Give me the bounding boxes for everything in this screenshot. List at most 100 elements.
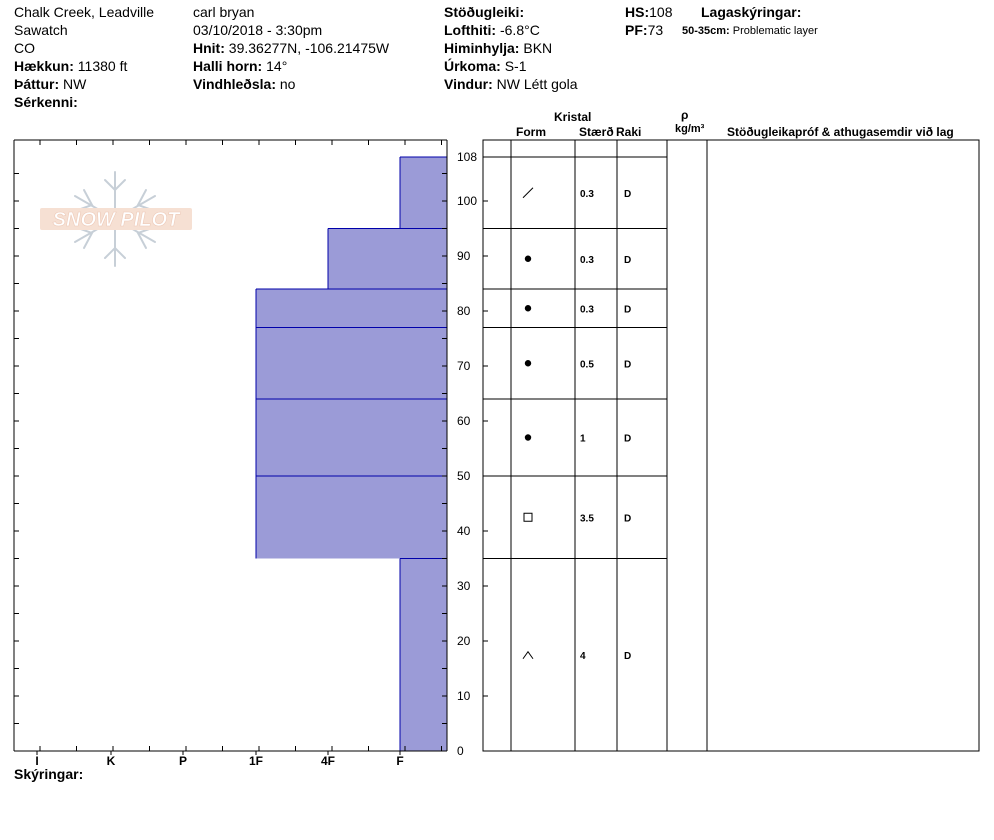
y-tick-label: 20	[457, 634, 471, 648]
y-tick-label: 40	[457, 524, 471, 538]
layer-note-range: 50-35cm:	[682, 25, 730, 37]
grain-size-label: 0.3	[580, 255, 594, 266]
windload-row: Vindhleðsla: no	[193, 75, 295, 93]
form-header: Form	[516, 125, 546, 139]
sky-value: BKN	[523, 40, 553, 56]
pf-value: 73	[647, 22, 664, 38]
grain-moisture-label: D	[624, 513, 631, 524]
elevation-row: Hækkun: 11380 ft	[14, 57, 127, 75]
grain-size-label: 0.3	[580, 189, 594, 200]
stability-row: Stöðugleiki:	[444, 3, 524, 21]
grain-size-label: 3.5	[580, 513, 594, 524]
kristal-header: Kristal	[554, 110, 592, 124]
wind-label: Vindur:	[444, 76, 493, 92]
grain-form-dot	[524, 255, 532, 262]
windload-value: no	[279, 76, 296, 92]
y-tick-label: 90	[457, 249, 471, 263]
grain-form-square	[523, 512, 533, 522]
grain-form-dot	[524, 305, 532, 312]
hardness-label: I	[35, 754, 38, 768]
aspect-row: Þáttur: NW	[14, 75, 86, 93]
size-header: Stærð	[579, 125, 614, 139]
y-tick-label: 100	[457, 194, 477, 208]
coords-row: Hnit: 39.36277N, -106.21475W	[193, 39, 389, 57]
layer-note: 50-35cm: Problematic layer	[682, 22, 818, 40]
airtemp-label: Lofthiti:	[444, 22, 497, 38]
aspect-label: Þáttur:	[14, 76, 60, 92]
hardness-bar	[328, 228, 447, 289]
comments-header: Stöðugleikapróf & athugasemdir við lag	[727, 125, 954, 139]
features-row: Sérkenni:	[14, 93, 78, 111]
snowpilot-logo: SNOW PILOT	[40, 171, 192, 267]
notes-label: Skýringar:	[14, 766, 84, 782]
hardness-label: 1F	[249, 754, 263, 768]
grain-form-slash	[522, 187, 534, 199]
hardness-label: K	[107, 754, 116, 768]
elevation-label: Hækkun:	[14, 58, 74, 74]
grain-size-label: 0.5	[580, 359, 594, 370]
mountain-range: Sawatch	[14, 22, 68, 38]
hardness-bar	[256, 289, 447, 328]
notes-row: Skýringar:	[14, 765, 83, 783]
coords-label: Hnit:	[193, 40, 225, 56]
grain-moisture-label: D	[624, 651, 631, 662]
grain-moisture-label: D	[624, 434, 631, 445]
y-tick-label: 0	[457, 744, 464, 758]
features-label: Sérkenni:	[14, 94, 78, 110]
layer-note-text: Problematic layer	[732, 25, 818, 37]
airtemp-value: -6.8°C	[499, 22, 540, 38]
hardness-bar	[256, 399, 447, 476]
hs-value: 108	[649, 4, 673, 20]
layer-notes-label-text: Lagaskýringar:	[701, 4, 802, 20]
sky-label: Himinhylja:	[444, 40, 520, 56]
y-tick-label: 108	[457, 150, 477, 164]
y-tick-label: 50	[457, 469, 471, 483]
observer: carl bryan	[193, 4, 255, 20]
grain-table-frame	[482, 139, 980, 752]
pf-row: PF:73	[625, 21, 663, 39]
coords-value: 39.36277N, -106.21475W	[228, 40, 390, 56]
logo-text: SNOW PILOT	[53, 209, 181, 231]
grain-moisture-label: D	[624, 304, 631, 315]
windload-label: Vindhleðsla:	[193, 76, 276, 92]
rho-header: ρ	[681, 108, 689, 122]
moisture-header: Raki	[616, 125, 642, 139]
hs-row: HS:108	[625, 3, 672, 21]
grain-size-label: 4	[580, 651, 586, 662]
hardness-bar	[400, 558, 447, 751]
grain-moisture-label: D	[624, 189, 631, 200]
location-name: Chalk Creek, Leadville	[14, 4, 155, 20]
wind-row: Vindur: NW Létt gola	[444, 75, 578, 93]
hardness-label: 4F	[321, 754, 335, 768]
grain-form-caret	[522, 650, 534, 660]
pf-label: PF:	[625, 22, 648, 38]
layer-notes-label: Lagaskýringar:	[701, 3, 801, 21]
airtemp-row: Lofthiti: -6.8°C	[444, 21, 540, 39]
slope-value: 14°	[266, 58, 288, 74]
density-unit-header: kg/m³	[675, 123, 705, 135]
y-tick-label: 30	[457, 579, 471, 593]
grain-size-label: 1	[580, 434, 586, 445]
aspect-value: NW	[63, 76, 87, 92]
hardness-label: F	[396, 754, 403, 768]
precip-label: Úrkoma:	[444, 58, 501, 74]
elevation-value: 11380 ft	[77, 58, 128, 74]
datetime: 03/10/2018 - 3:30pm	[193, 22, 323, 38]
hardness-bar	[256, 476, 447, 559]
grain-size-label: 0.3	[580, 304, 594, 315]
y-tick-label: 60	[457, 414, 471, 428]
hardness-bar	[256, 327, 447, 399]
y-tick-label: 10	[457, 689, 471, 703]
precip-row: Úrkoma: S-1	[444, 57, 526, 75]
y-tick-label: 80	[457, 304, 471, 318]
stability-label: Stöðugleiki:	[444, 4, 525, 20]
precip-value: S-1	[504, 58, 527, 74]
hardness-label: P	[179, 754, 187, 768]
slope-row: Halli horn: 14°	[193, 57, 287, 75]
slope-label: Halli horn:	[193, 58, 263, 74]
grain-moisture-label: D	[624, 255, 631, 266]
state: CO	[14, 40, 35, 56]
hs-label: HS:	[625, 4, 650, 20]
sky-row: Himinhylja: BKN	[444, 39, 552, 57]
